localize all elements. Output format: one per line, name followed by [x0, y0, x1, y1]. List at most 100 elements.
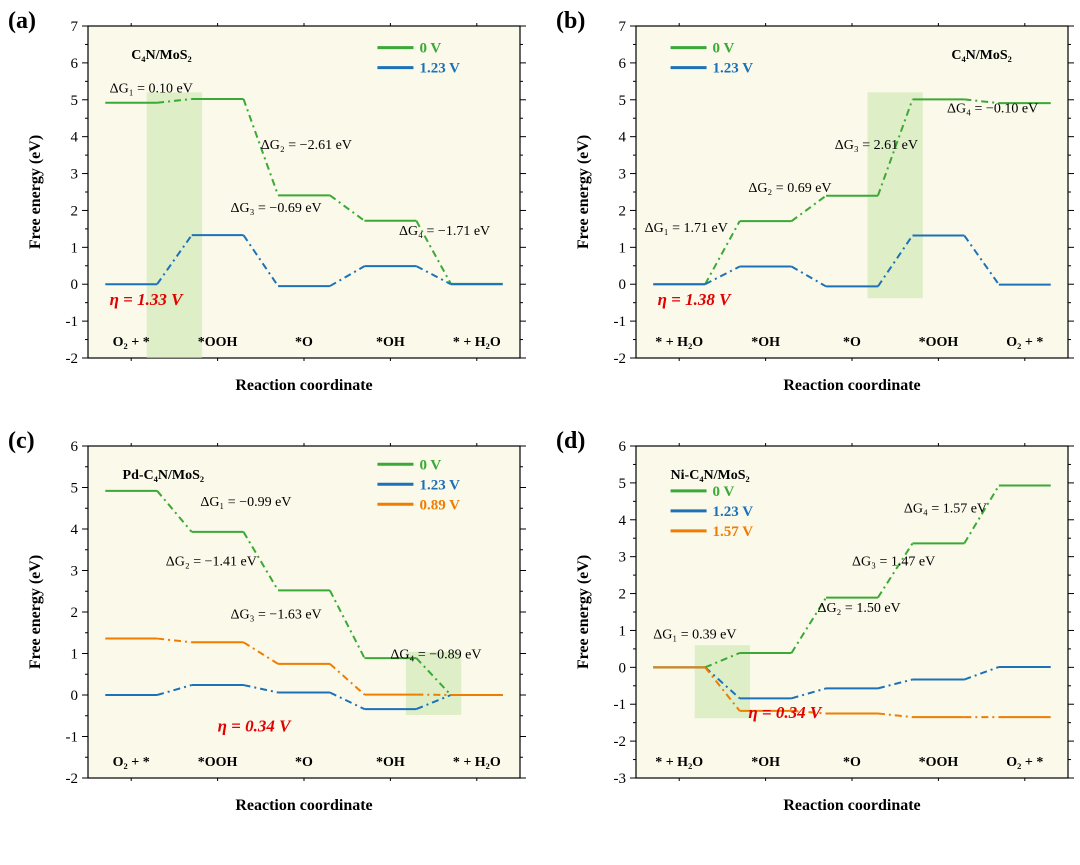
delta-g-annotation: ΔG₃ = −0.69 eV [231, 201, 322, 216]
legend-label: 1.23 V [713, 504, 754, 520]
chart-b: -2-101234567Free energy (eV)* + H₂O*OH*O… [562, 8, 1080, 418]
y-axis-label: Free energy (eV) [27, 555, 44, 669]
delta-g-annotation: ΔG₄ = 1.57 eV [904, 501, 987, 516]
panel-a: (a)-2-101234567Free energy (eV)O₂ + **OO… [8, 8, 534, 418]
x-category: *OOH [198, 335, 238, 350]
delta-g-annotation: ΔG₁ = −0.99 eV [200, 495, 291, 510]
material-label: Ni-C₄N/MoS₂ [671, 468, 750, 483]
ytick-label: 1 [71, 647, 79, 663]
ytick-label: 1 [619, 240, 627, 256]
panel-label-b: (b) [556, 8, 585, 35]
legend-label: 0 V [713, 41, 735, 57]
figure-grid: (a)-2-101234567Free energy (eV)O₂ + **OO… [8, 8, 1072, 838]
ytick-label: 6 [619, 439, 627, 455]
x-category: O₂ + * [1006, 755, 1043, 770]
highlight-band [147, 92, 202, 358]
ytick-label: 5 [619, 93, 627, 109]
delta-g-annotation: ΔG₃ = 1.47 eV [852, 555, 935, 570]
x-category: * + H₂O [453, 755, 501, 770]
ytick-label: 1 [71, 240, 79, 256]
panel-c: (c) -2 -1 0 1 2 3 4 5 6 Free energy (eV) O₂ + * *OOH… [8, 428, 534, 838]
legend-label: 1.23 V [419, 477, 460, 493]
delta-g-annotation: ΔG₂ = −2.61 eV [261, 138, 352, 153]
ytick-label: 2 [71, 605, 79, 621]
delta-g-annotation: ΔG₁ = 0.10 eV [110, 81, 193, 96]
chart-d: -3-2-10123456Free energy (eV)* + H₂O*OH*… [562, 428, 1080, 838]
ytick-label: 6 [71, 439, 79, 455]
delta-g-annotation: ΔG₃ = −1.63 eV [231, 608, 322, 623]
panel-label-a: (a) [8, 8, 36, 35]
chart-c: -2-10123456Free energy (eV)O₂ + **OOH*O*… [14, 428, 534, 838]
ytick-label: 3 [619, 167, 627, 183]
panel-label-c: (c) [8, 428, 35, 455]
legend-label: 1.23 V [419, 61, 460, 77]
material-label: Pd-C₄N/MoS₂ [123, 468, 205, 483]
ytick-label: 0 [71, 688, 79, 704]
y-axis-label: Free energy (eV) [27, 135, 44, 249]
ytick-label: -2 [614, 734, 627, 750]
x-category: O₂ + * [113, 335, 150, 350]
ytick-label: -1 [614, 697, 627, 713]
ytick-label: 2 [619, 587, 627, 603]
ytick-label: 3 [71, 167, 79, 183]
x-axis-label: Reaction coordinate [783, 377, 920, 394]
eta-label: η = 0.34 V [218, 717, 293, 736]
ytick-label: -2 [66, 351, 79, 367]
ytick-label: 5 [619, 476, 627, 492]
delta-g-annotation: ΔG₂ = −1.41 eV [166, 555, 257, 570]
ytick-label: 5 [71, 93, 79, 109]
delta-g-annotation: ΔG₂ = 1.50 eV [817, 601, 900, 616]
panel-d: (d)-3-2-10123456Free energy (eV)* + H₂O*… [556, 428, 1080, 838]
ytick-label: 0 [71, 277, 79, 293]
delta-g-annotation: ΔG₁ = 1.71 eV [645, 221, 728, 236]
x-category: *O [843, 755, 861, 770]
ytick-label: 4 [71, 130, 79, 146]
legend-label: 1.57 V [713, 524, 754, 540]
material-label: C₄N/MoS₂ [131, 48, 192, 63]
ytick-label: -1 [66, 314, 79, 330]
ytick-label: 3 [71, 564, 79, 580]
eta-label: η = 0.34 V [748, 703, 823, 722]
panel-label-d: (d) [556, 428, 585, 455]
legend-label: 0 V [419, 41, 441, 57]
legend-label: 0 V [713, 484, 735, 500]
ytick-label: 3 [619, 550, 627, 566]
ytick-label: -3 [614, 771, 627, 787]
ytick-label: -2 [66, 771, 79, 787]
x-category: *OOH [198, 755, 238, 770]
ytick-label: 7 [619, 19, 627, 35]
ytick-label: 2 [71, 203, 79, 219]
ytick-label: -1 [66, 730, 79, 746]
ytick-label: -1 [614, 314, 627, 330]
ytick-label: 2 [619, 203, 627, 219]
material-label: C₄N/MoS₂ [951, 48, 1012, 63]
ytick-label: -2 [614, 351, 627, 367]
x-category: O₂ + * [113, 755, 150, 770]
ytick-label: 4 [71, 522, 79, 538]
ytick-label: 5 [71, 481, 79, 497]
ytick-label: 6 [619, 56, 627, 72]
x-category: *O [843, 335, 861, 350]
ytick-label: 6 [71, 56, 79, 72]
panel-b: (b)-2-101234567Free energy (eV)* + H₂O*O… [556, 8, 1080, 418]
x-category: *OOH [919, 755, 959, 770]
x-category: * + H₂O [655, 755, 703, 770]
ytick-label: 0 [619, 277, 627, 293]
x-category: *O [295, 335, 313, 350]
x-axis-label: Reaction coordinate [235, 797, 372, 814]
x-axis-label: Reaction coordinate [783, 797, 920, 814]
ytick-label: 1 [619, 623, 627, 639]
delta-g-annotation: ΔG₄ = −0.89 eV [390, 647, 481, 662]
delta-g-annotation: ΔG₄ = −1.71 eV [399, 224, 490, 239]
legend-label: 1.23 V [713, 61, 754, 77]
delta-g-annotation: ΔG₁ = 0.39 eV [653, 628, 736, 643]
x-category: *OH [751, 755, 780, 770]
x-category: *OH [376, 755, 405, 770]
eta-label: η = 1.38 V [658, 290, 733, 309]
legend-label: 0 V [419, 457, 441, 473]
delta-g-annotation: ΔG₃ = 2.61 eV [835, 138, 918, 153]
y-axis-label: Free energy (eV) [575, 135, 592, 249]
x-category: * + H₂O [453, 335, 501, 350]
x-category: *OOH [919, 335, 959, 350]
delta-g-annotation: ΔG₂ = 0.69 eV [748, 181, 831, 196]
